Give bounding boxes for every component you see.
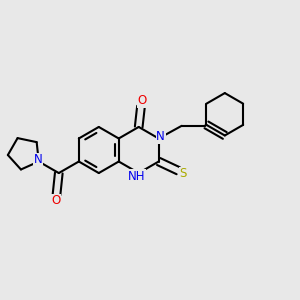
- Text: O: O: [137, 94, 147, 107]
- Text: NH: NH: [128, 170, 146, 183]
- Text: N: N: [156, 130, 165, 143]
- Text: S: S: [180, 167, 187, 180]
- Text: N: N: [33, 153, 42, 167]
- Text: O: O: [51, 194, 61, 207]
